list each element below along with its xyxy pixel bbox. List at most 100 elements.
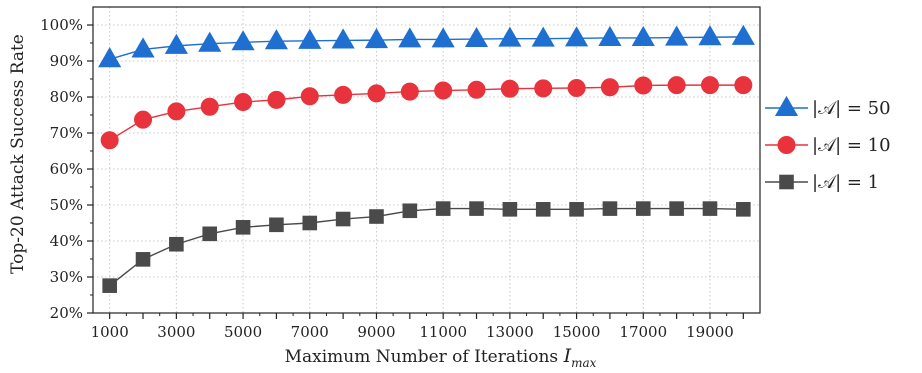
data-point [631, 25, 655, 46]
x-tick-label: 1000 [91, 323, 129, 341]
data-point [269, 217, 284, 233]
legend: |𝒜| = 50 |𝒜| = 10 |𝒜| = 1 [765, 95, 891, 193]
data-point [364, 28, 389, 49]
data-point [134, 110, 153, 129]
data-point [367, 84, 386, 103]
data-point [231, 30, 255, 51]
data-point [469, 201, 484, 216]
x-axis: 1000 3000 5000 7000 9000 11000 13000 15000 17000… [91, 313, 744, 341]
x-tick-label: 3000 [157, 323, 195, 341]
legend-label: |𝒜| = 50 [812, 98, 891, 119]
y-axis: 20% 30% 40% 50% 60% 70% 80% 90% 100% [40, 16, 93, 322]
data-point [235, 220, 251, 235]
data-point [464, 26, 489, 48]
y-tick-label: 90% [50, 52, 83, 70]
data-point [534, 79, 553, 98]
data-point [98, 47, 122, 68]
data-point [569, 202, 584, 217]
data-point [734, 76, 753, 95]
data-point [267, 90, 286, 109]
data-point [167, 102, 186, 121]
data-point [698, 25, 722, 46]
legend-label: |𝒜| = 1 [812, 172, 879, 193]
data-point [667, 76, 686, 95]
x-tick-label: 9000 [357, 323, 395, 341]
data-point [234, 93, 253, 112]
data-point [736, 202, 751, 217]
data-point [298, 28, 322, 49]
x-tick-label: 11000 [419, 323, 467, 341]
plot-frame [92, 6, 761, 314]
legend-item: |𝒜| = 1 [765, 172, 879, 193]
legend-marker [774, 95, 799, 116]
legend-item: |𝒜| = 50 [765, 95, 891, 119]
legend-label: |𝒜| = 10 [812, 135, 891, 156]
series [100, 76, 753, 150]
data-point [400, 82, 419, 101]
y-tick-label: 80% [50, 88, 83, 106]
y-tick-label: 30% [50, 268, 83, 286]
data-point [498, 26, 522, 47]
legend-item: |𝒜| = 10 [765, 135, 891, 156]
data-point [398, 27, 422, 48]
data-point [335, 211, 351, 227]
y-tick-label: 70% [50, 124, 83, 142]
data-point [535, 202, 551, 217]
data-point [700, 76, 719, 95]
series-line [109, 207, 744, 287]
data-point [669, 201, 684, 216]
y-tick-label: 50% [50, 196, 83, 214]
y-tick-label: 40% [50, 232, 83, 250]
data-point [264, 29, 289, 50]
data-point [202, 226, 218, 242]
data-point [200, 97, 219, 116]
x-tick-label: 7000 [291, 323, 329, 341]
x-tick-label: 5000 [224, 323, 262, 341]
x-tick-label: 13000 [486, 323, 534, 341]
y-tick-label: 20% [50, 304, 83, 322]
y-tick-label: 100% [40, 16, 83, 34]
gridlines [93, 7, 760, 314]
data-point [100, 131, 119, 150]
legend-marker [777, 136, 796, 154]
data-point [635, 201, 651, 216]
data-point [434, 81, 453, 100]
series [98, 24, 755, 68]
data-point [135, 252, 151, 267]
data-point [431, 27, 455, 48]
data-point [331, 28, 355, 49]
data-point [198, 31, 222, 52]
x-tick-label: 15000 [553, 323, 601, 341]
data-point [564, 26, 589, 47]
x-axis-title-variable: I [563, 345, 572, 367]
data-point [102, 278, 117, 293]
data-point [600, 78, 619, 97]
data-point [502, 202, 518, 217]
y-axis-title: Top-20 Attack Success Rate [8, 34, 28, 274]
x-axis-title-text: Maximum Number of Iterations [285, 347, 564, 367]
data-point [731, 24, 755, 45]
data-point [531, 26, 555, 47]
data-point [665, 25, 689, 46]
series [102, 201, 751, 293]
data-point [467, 80, 486, 99]
data-point [634, 76, 653, 95]
data-point [500, 79, 519, 98]
data-point [402, 203, 418, 219]
data-point [598, 25, 622, 46]
data-point [602, 201, 618, 216]
data-point [334, 85, 353, 104]
data-point [169, 236, 184, 252]
x-axis-title-subscript: max [571, 356, 597, 370]
x-tick-label: 17000 [619, 323, 667, 341]
data-point [435, 201, 451, 216]
data-point [300, 87, 319, 106]
x-tick-label: 19000 [686, 323, 734, 341]
y-tick-label: 60% [50, 160, 83, 178]
legend-marker [779, 174, 794, 190]
data-point [131, 37, 155, 58]
x-axis-title: Maximum Number of Iterations Imax [285, 345, 597, 370]
data-point [702, 201, 718, 216]
data-point [369, 209, 384, 224]
